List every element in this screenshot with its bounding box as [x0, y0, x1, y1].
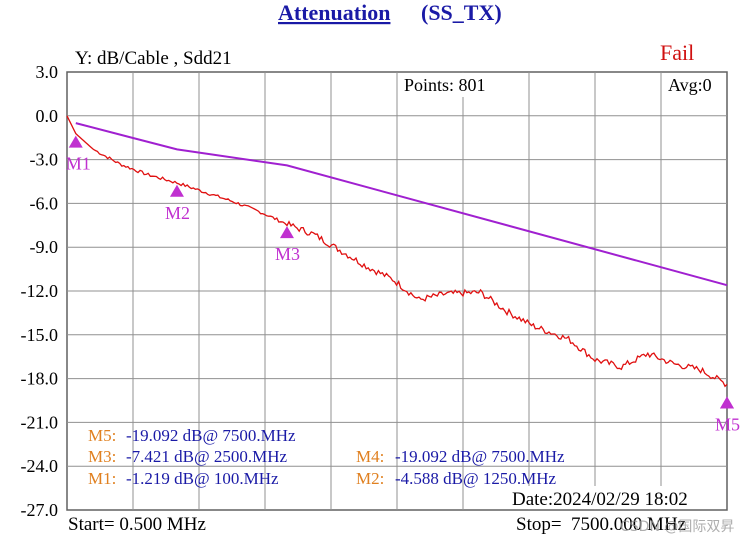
points-label: Points: 801 [404, 75, 486, 95]
start-frequency-label: Start= 0.500 MHz [68, 514, 206, 535]
fail-status: Fail [660, 40, 694, 65]
readout-m1-name: M1: [88, 469, 116, 488]
stop-frequency-label: Stop= 7500.000 MHz [516, 514, 686, 535]
y-tick-label: -24.0 [21, 456, 59, 476]
readout-m2-name: M2: [356, 469, 384, 488]
marker-m2-triangle [169, 184, 184, 197]
y-tick-label: -12.0 [21, 281, 59, 301]
y-tick-label: -15.0 [21, 325, 59, 345]
marker-m2-label: M2 [165, 203, 190, 223]
marker-m5-label: M5 [715, 415, 740, 435]
marker-readouts: M5: -19.092 dB@ 7500.MHz M3: -7.421 dB@ … [88, 426, 565, 488]
readout-m4-value: -19.092 dB@ 7500.MHz [395, 447, 565, 466]
readout-m3-name: M3: [88, 447, 116, 466]
readout-m3-value: -7.421 dB@ 2500.MHz [126, 447, 288, 466]
date-label: Date:2024/02/29 18:02 [512, 489, 688, 510]
watermark: CSDN @国际双昇 [620, 519, 734, 535]
avg-label: Avg:0 [668, 75, 712, 95]
readout-m5-value: -19.092 dB@ 7500.MHz [126, 426, 296, 445]
chart-title: Attenuation [278, 0, 390, 25]
marker-m3-triangle [279, 226, 294, 239]
date-label-bg [508, 486, 726, 509]
marker-m1-triangle [68, 135, 83, 148]
y-tick-labels: 3.0 0.0 -3.0 -6.0 -9.0 -12.0 -15.0 -18.0 -21.0 -2… [21, 62, 59, 520]
avg-label-bg [664, 73, 726, 97]
chart-title-group: Attenuation (SS_TX) [278, 0, 502, 25]
readout-m2-value: -4.588 dB@ 1250.MHz [395, 469, 557, 488]
markers: M1 M2 M3 M5 [66, 135, 740, 435]
readout-m1-value: -1.219 dB@ 100.MHz [126, 469, 279, 488]
limit-line [75, 122, 728, 287]
y-tick-label: -27.0 [21, 500, 59, 520]
y-tick-label: -9.0 [30, 237, 59, 257]
marker-m5-triangle [720, 396, 734, 409]
y-tick-label: 3.0 [36, 62, 59, 82]
grid-lines [67, 72, 727, 510]
readout-m4-name: M4: [356, 447, 384, 466]
readout-m5-name: M5: [88, 426, 116, 445]
marker-m3-label: M3 [275, 244, 300, 264]
points-label-bg [400, 73, 508, 97]
y-axis-label: Y: dB/Cable , Sdd21 [75, 48, 232, 69]
y-tick-label: -18.0 [21, 369, 59, 389]
marker-m1-label: M1 [66, 154, 91, 174]
measured-line [66, 115, 728, 388]
y-tick-label: -21.0 [21, 412, 59, 432]
y-tick-label: 0.0 [36, 106, 59, 126]
y-tick-label: -3.0 [30, 150, 59, 170]
chart-title-suffix: (SS_TX) [421, 0, 502, 25]
y-tick-label: -6.0 [30, 193, 59, 213]
